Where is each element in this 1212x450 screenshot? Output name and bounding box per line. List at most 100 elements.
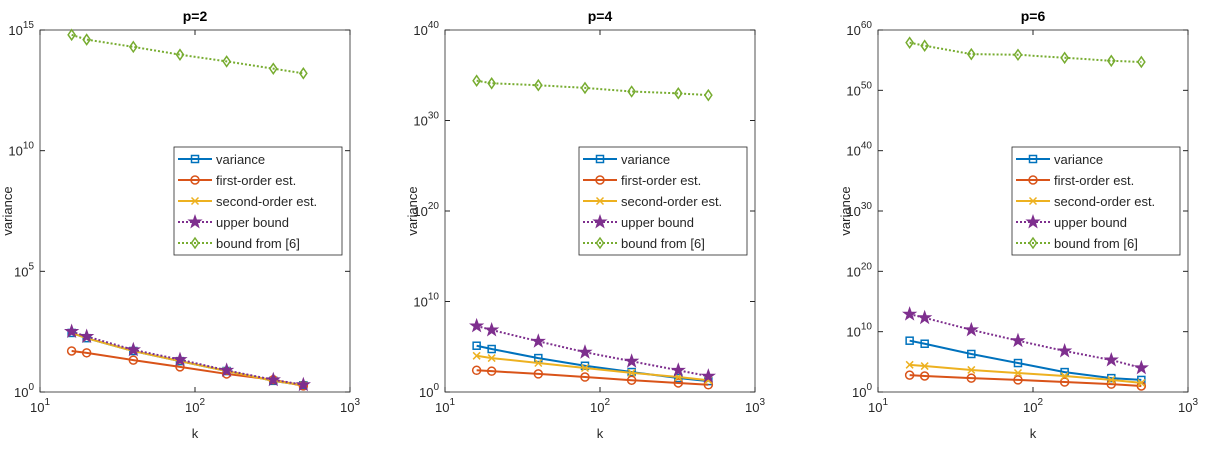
marker <box>81 348 92 358</box>
legend-label: upper bound <box>216 215 289 230</box>
marker <box>175 48 185 61</box>
marker <box>298 67 308 80</box>
marker <box>222 55 232 68</box>
marker <box>966 373 977 383</box>
marker <box>920 362 929 371</box>
marker <box>64 323 80 339</box>
marker <box>79 328 95 343</box>
y-tick-label: 1030 <box>413 111 439 129</box>
marker <box>963 321 979 337</box>
marker <box>190 236 200 250</box>
legend-label: second-order est. <box>1054 194 1155 209</box>
marker <box>486 366 497 376</box>
marker <box>1028 196 1038 206</box>
marker <box>219 362 235 377</box>
x-tick-label: 102 <box>590 397 610 415</box>
series-line <box>909 374 1142 387</box>
marker <box>484 321 500 337</box>
marker <box>595 236 605 250</box>
marker <box>175 362 185 372</box>
x-tick-label: 102 <box>1023 397 1043 415</box>
marker <box>592 213 608 229</box>
y-tick-label: 100 <box>14 382 34 400</box>
marker <box>966 47 976 61</box>
legend-label: variance <box>1054 152 1103 167</box>
marker <box>268 62 278 75</box>
marker <box>190 154 200 164</box>
marker <box>919 371 930 381</box>
marker <box>580 363 590 373</box>
legend-label: bound from [6] <box>1054 236 1138 251</box>
marker <box>1013 48 1023 62</box>
series-line <box>909 41 1142 63</box>
y-tick-label: 1050 <box>846 80 872 98</box>
legend: variance first-order est. second-order est… <box>1011 146 1181 256</box>
marker <box>190 175 200 185</box>
marker <box>1013 375 1023 385</box>
y-tick-label: 1010 <box>846 322 872 340</box>
legend: variance first-order est. second-order est… <box>578 146 748 256</box>
marker <box>472 341 481 350</box>
marker <box>1060 51 1070 65</box>
marker <box>627 85 637 98</box>
marker <box>626 375 637 385</box>
marker <box>172 351 188 367</box>
marker <box>904 370 915 380</box>
legend-label: first-order est. <box>1054 173 1134 188</box>
x-tick-label: 103 <box>745 397 765 415</box>
marker <box>1028 154 1038 164</box>
marker <box>673 378 684 388</box>
y-tick-label: 1040 <box>846 141 872 159</box>
legend-label: variance <box>216 152 265 167</box>
marker <box>673 87 683 100</box>
marker <box>920 39 930 53</box>
series-line <box>476 369 709 386</box>
marker <box>902 306 918 321</box>
marker <box>967 365 976 374</box>
marker <box>469 317 485 333</box>
marker <box>1136 55 1146 69</box>
marker <box>1103 352 1119 367</box>
y-tick-label: 1030 <box>846 201 872 219</box>
legend-label: bound from [6] <box>621 236 705 251</box>
marker <box>1137 378 1146 387</box>
marker <box>580 361 590 371</box>
x-tick-label: 103 <box>340 397 360 415</box>
marker <box>905 360 914 369</box>
x-axis-label: k <box>1030 426 1037 441</box>
y-tick-label: 1010 <box>8 141 34 159</box>
y-tick-label: 1015 <box>8 20 34 38</box>
marker <box>1028 236 1038 250</box>
marker <box>472 351 481 360</box>
legend-label: upper bound <box>1054 215 1127 230</box>
marker <box>967 349 976 359</box>
marker <box>1010 332 1026 348</box>
marker <box>66 346 77 356</box>
marker <box>624 353 640 368</box>
marker <box>265 371 281 387</box>
marker <box>595 154 605 164</box>
marker <box>487 344 496 354</box>
marker <box>533 369 544 379</box>
subplot-title: p=2 <box>183 8 208 24</box>
y-tick-label: 1020 <box>846 261 872 279</box>
marker <box>700 368 716 383</box>
marker <box>472 74 482 88</box>
marker <box>487 76 497 90</box>
x-tick-label: 101 <box>868 397 888 415</box>
marker <box>627 368 636 377</box>
y-axis-label: variance <box>0 186 15 235</box>
legend-label: variance <box>621 152 670 167</box>
marker <box>703 88 713 102</box>
marker <box>580 372 590 382</box>
marker <box>905 36 915 49</box>
y-tick-label: 105 <box>14 261 34 279</box>
x-tick-label: 101 <box>30 397 50 415</box>
marker <box>1057 342 1073 358</box>
x-axis-label: k <box>192 426 199 441</box>
legend: variance first-order est. second-order est… <box>173 146 343 256</box>
subplot: p=6 k variance 101 102 103 100 1010 1020 1030 1040… <box>838 8 1198 441</box>
marker <box>125 341 141 357</box>
marker <box>1059 377 1070 387</box>
marker <box>1133 359 1149 375</box>
